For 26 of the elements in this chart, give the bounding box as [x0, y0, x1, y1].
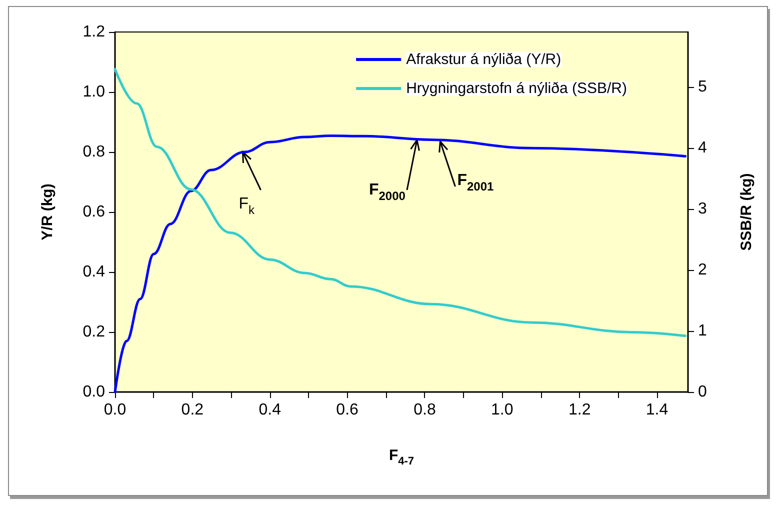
y2-tick-label: 5: [698, 78, 707, 96]
y-tick-label: 0.4: [82, 264, 106, 280]
x-tick-label: 1.0: [491, 402, 514, 418]
line-series: [114, 68, 687, 338]
x-tick-label: 0.6: [336, 402, 359, 418]
x-tick-label: 0.2: [181, 402, 204, 418]
x-tick-label: 0.4: [258, 402, 282, 418]
y-tick-label: 0.2: [82, 324, 106, 340]
x-tick-label: 1.4: [646, 402, 668, 418]
x-tick-label: 0.0: [104, 402, 126, 418]
legend-label: Hrygningarstofn á nýliða (SSB/R): [406, 80, 628, 97]
legend-label: Afrakstur á nýliða (Y/R): [406, 51, 562, 68]
y2-axis-title: SSB/R (kg): [738, 173, 755, 251]
x-tick-label: 0.8: [414, 402, 436, 418]
y2-tick-label: 1: [698, 322, 707, 340]
y-tick-label: 0.8: [82, 144, 106, 160]
y2-tick-label: 3: [698, 200, 707, 218]
y-tick-label: 1.2: [82, 24, 106, 40]
y-tick-label: 0.0: [82, 384, 106, 400]
y-tick-label: 0.6: [82, 204, 106, 220]
y-axis-title: Y/R (kg): [39, 184, 56, 240]
y2-tick-label: 2: [698, 261, 707, 278]
y2-tick-label: 0: [698, 384, 707, 400]
y-tick-label: 1.0: [82, 84, 106, 100]
x-tick-label: 1.2: [568, 402, 591, 418]
y2-tick-label: 4: [698, 139, 707, 156]
